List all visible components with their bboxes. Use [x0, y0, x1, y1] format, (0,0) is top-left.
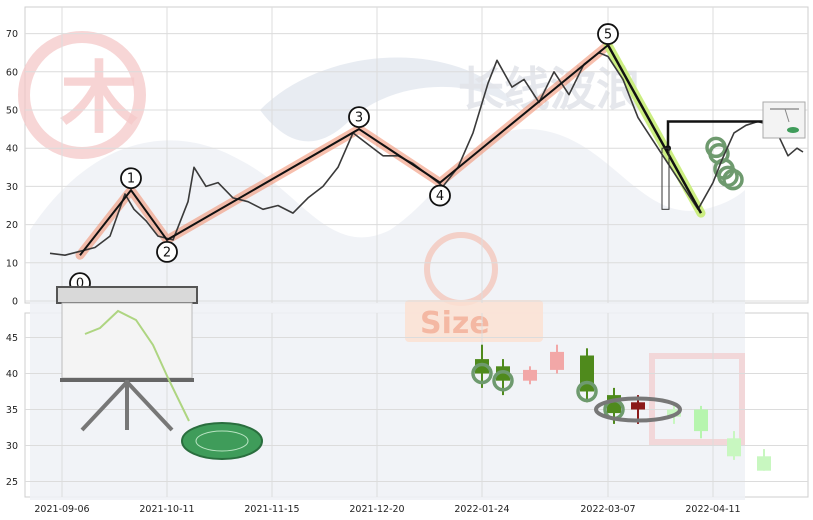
consolidation-ellipse — [594, 396, 682, 423]
wave-line — [79, 44, 703, 256]
wave-label: 0 — [76, 277, 84, 292]
background-art: 木 长线波浪 Size — [18, 31, 745, 500]
candle-signal-ring — [471, 362, 493, 385]
wave-path — [79, 44, 609, 256]
red-seal-glyph: 木 — [60, 54, 138, 144]
circuit-disc-graphic — [181, 422, 263, 460]
y-tick-label: 35 — [6, 405, 18, 416]
board-mini-line — [84, 309, 190, 422]
y-tick-label: 60 — [6, 67, 18, 78]
price-grid — [25, 7, 808, 303]
y-tick-label: 40 — [6, 144, 18, 155]
candle-body — [475, 359, 489, 374]
red-seal-logo — [18, 31, 146, 159]
x-axis: 2021-09-06 2021-10-11 2021-11-15 2021-12-20… — [34, 504, 740, 515]
wave-label: 2 — [163, 245, 171, 260]
y-tick-label: 25 — [6, 477, 18, 488]
size-logo-text: Size — [420, 306, 490, 341]
x-tick-label: 2021-09-06 — [34, 504, 89, 515]
x-tick-label: 2021-12-20 — [349, 504, 404, 515]
x-tick-label: 2021-10-11 — [139, 504, 194, 515]
candle-body — [550, 351, 564, 370]
wave-label: 3 — [355, 111, 363, 126]
wave-label-circle — [156, 240, 178, 263]
candle-body — [523, 369, 537, 381]
y-tick-label: 70 — [6, 29, 18, 40]
wave-label-circle — [120, 167, 142, 190]
y-tick-label: 10 — [6, 258, 18, 269]
x-tick-label: 2022-03-07 — [580, 504, 635, 515]
y-tick-label: 40 — [6, 369, 18, 380]
target-box — [661, 147, 670, 210]
candle-signal-ring — [492, 369, 514, 392]
candle-body — [694, 409, 708, 432]
wave-label-circle — [597, 23, 619, 45]
detail-y-axis: 25 30 35 40 45 — [6, 333, 18, 488]
candle-body — [727, 438, 741, 457]
signal-rings — [471, 362, 682, 423]
y-tick-label: 20 — [6, 220, 18, 231]
candle-body — [496, 366, 510, 381]
y-tick-label: 50 — [6, 106, 18, 117]
wave-background-shape — [30, 129, 745, 500]
thumbnail-inset — [762, 101, 806, 139]
price-y-axis: 0 10 20 30 40 50 60 70 — [6, 29, 18, 307]
y-tick-label: 0 — [12, 297, 18, 308]
wave-label: 5 — [604, 28, 612, 43]
target-level — [661, 120, 764, 210]
wave-label: 1 — [127, 172, 135, 187]
presentation-board-illustration — [56, 286, 263, 460]
candle-signal-ring — [576, 380, 598, 403]
wave-crest-shape — [260, 57, 520, 142]
x-tick-label: 2022-01-24 — [454, 504, 509, 515]
y-tick-label: 30 — [6, 441, 18, 452]
signal-ring — [722, 168, 744, 191]
wave-label: 4 — [436, 189, 444, 204]
wave-label-circle — [429, 184, 451, 207]
wave-label-circle — [348, 106, 370, 128]
candle-body — [631, 402, 645, 410]
y-tick-label: 45 — [6, 333, 18, 344]
y-tick-label: 30 — [6, 182, 18, 193]
target-line — [666, 120, 764, 149]
x-tick-label: 2022-04-11 — [685, 504, 740, 515]
size-logo-badge — [405, 300, 543, 342]
x-tick-label: 2021-11-15 — [244, 504, 299, 515]
candle-body — [757, 456, 771, 471]
correction-line — [606, 44, 703, 214]
